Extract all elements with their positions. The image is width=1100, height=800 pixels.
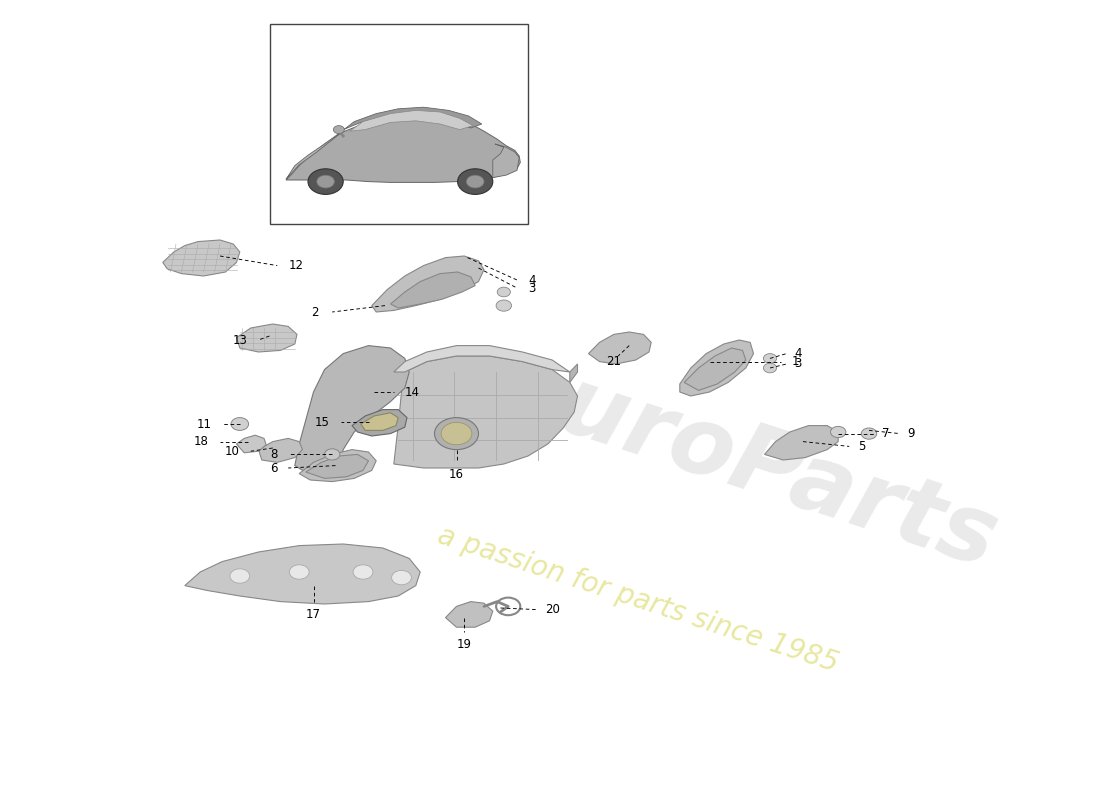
Polygon shape [680, 340, 754, 396]
Circle shape [466, 175, 484, 188]
Polygon shape [299, 450, 376, 482]
Text: 6: 6 [270, 462, 277, 474]
Polygon shape [570, 364, 578, 382]
Polygon shape [286, 133, 341, 179]
Circle shape [434, 418, 478, 450]
Circle shape [458, 169, 493, 194]
Polygon shape [684, 348, 746, 390]
Text: 18: 18 [194, 435, 209, 448]
Text: 4: 4 [528, 274, 536, 286]
Polygon shape [163, 240, 240, 276]
Circle shape [289, 565, 309, 579]
Polygon shape [295, 346, 409, 474]
Polygon shape [339, 107, 482, 134]
Text: a passion for parts since 1985: a passion for parts since 1985 [434, 522, 842, 678]
Text: euroParts: euroParts [487, 340, 1009, 588]
Polygon shape [185, 544, 420, 604]
Circle shape [231, 418, 249, 430]
Polygon shape [390, 272, 475, 308]
Polygon shape [493, 144, 519, 178]
Text: 20: 20 [546, 603, 561, 616]
Polygon shape [350, 110, 473, 131]
Circle shape [308, 169, 343, 194]
Text: 9: 9 [908, 427, 915, 440]
Polygon shape [236, 435, 266, 453]
Text: 4: 4 [794, 347, 802, 360]
Polygon shape [372, 256, 484, 312]
Polygon shape [286, 115, 520, 182]
Text: 13: 13 [232, 334, 248, 346]
Circle shape [861, 428, 877, 439]
Circle shape [763, 354, 777, 363]
Circle shape [324, 449, 340, 460]
Polygon shape [352, 410, 407, 436]
Text: 11: 11 [196, 418, 211, 430]
Text: 15: 15 [315, 416, 330, 429]
Text: 14: 14 [405, 386, 420, 398]
Polygon shape [306, 454, 368, 478]
Text: 10: 10 [224, 445, 240, 458]
Text: 3: 3 [794, 358, 802, 370]
Polygon shape [394, 356, 578, 468]
Circle shape [333, 126, 344, 134]
Text: 17: 17 [306, 608, 321, 621]
Circle shape [353, 565, 373, 579]
Text: 8: 8 [270, 448, 277, 461]
Circle shape [441, 422, 472, 445]
Polygon shape [258, 438, 303, 462]
Polygon shape [764, 426, 838, 460]
Polygon shape [394, 346, 570, 372]
Circle shape [317, 175, 334, 188]
Text: 3: 3 [528, 282, 536, 294]
Polygon shape [588, 332, 651, 364]
Circle shape [230, 569, 250, 583]
Circle shape [392, 570, 411, 585]
Text: 2: 2 [311, 306, 319, 318]
Polygon shape [361, 413, 398, 430]
Text: 12: 12 [288, 259, 304, 272]
Text: 16: 16 [449, 468, 464, 481]
Text: 21: 21 [606, 355, 621, 368]
Text: 19: 19 [456, 638, 472, 651]
Circle shape [763, 363, 777, 373]
Text: 7: 7 [882, 427, 890, 440]
Circle shape [496, 300, 512, 311]
Text: 5: 5 [858, 440, 866, 453]
Circle shape [497, 287, 510, 297]
Text: 1: 1 [792, 355, 800, 368]
Polygon shape [236, 324, 297, 352]
Circle shape [830, 426, 846, 438]
Bar [270, 24, 528, 224]
Polygon shape [446, 602, 493, 627]
